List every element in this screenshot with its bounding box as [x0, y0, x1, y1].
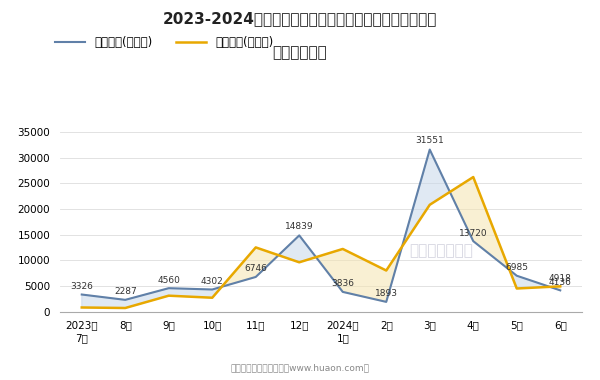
进口总额(万美元): [426, 203, 433, 207]
出口总额(万美元): [383, 299, 390, 304]
进口总额(万美元): [78, 305, 85, 310]
进口总额(万美元): [165, 293, 172, 298]
Text: 2023-2024年郴州高新技术产业开发区商品收发货人所在: 2023-2024年郴州高新技术产业开发区商品收发货人所在: [163, 11, 437, 26]
Text: 3326: 3326: [70, 282, 93, 291]
Line: 进口总额(万美元): 进口总额(万美元): [82, 177, 560, 308]
出口总额(万美元): [296, 233, 303, 238]
Text: 华经产业研究院: 华经产业研究院: [409, 243, 473, 258]
Line: 出口总额(万美元): 出口总额(万美元): [82, 150, 560, 302]
出口总额(万美元): [252, 275, 259, 279]
Text: 13720: 13720: [459, 228, 488, 238]
出口总额(万美元): [513, 274, 520, 278]
出口总额(万美元): [209, 287, 216, 292]
进口总额(万美元): [470, 175, 477, 179]
进口总额(万美元): [557, 284, 564, 289]
出口总额(万美元): [339, 290, 346, 294]
Text: 4302: 4302: [201, 277, 224, 286]
进口总额(万美元): [513, 286, 520, 291]
Text: 6746: 6746: [244, 264, 267, 273]
Text: 3836: 3836: [331, 279, 354, 288]
Legend: 出口总额(万美元), 进口总额(万美元): 出口总额(万美元), 进口总额(万美元): [55, 36, 274, 49]
进口总额(万美元): [339, 247, 346, 251]
进口总额(万美元): [383, 268, 390, 273]
Text: 6985: 6985: [505, 263, 528, 272]
进口总额(万美元): [252, 245, 259, 250]
出口总额(万美元): [557, 288, 564, 293]
Text: 2287: 2287: [114, 287, 137, 296]
出口总额(万美元): [78, 292, 85, 297]
进口总额(万美元): [296, 260, 303, 264]
Text: 31551: 31551: [415, 136, 444, 145]
出口总额(万美元): [122, 298, 129, 302]
Text: 14839: 14839: [285, 222, 314, 231]
出口总额(万美元): [165, 286, 172, 290]
进口总额(万美元): [122, 306, 129, 310]
出口总额(万美元): [426, 147, 433, 152]
Text: 制图：华经产业研究院（www.huaon.com）: 制图：华经产业研究院（www.huaon.com）: [230, 363, 370, 372]
Text: 4918: 4918: [549, 274, 572, 283]
出口总额(万美元): [470, 239, 477, 244]
Text: 地进、出口额: 地进、出口额: [272, 46, 328, 60]
Text: 4560: 4560: [157, 276, 180, 285]
Text: 4136: 4136: [549, 278, 572, 287]
Text: 1893: 1893: [375, 289, 398, 298]
进口总额(万美元): [209, 296, 216, 300]
